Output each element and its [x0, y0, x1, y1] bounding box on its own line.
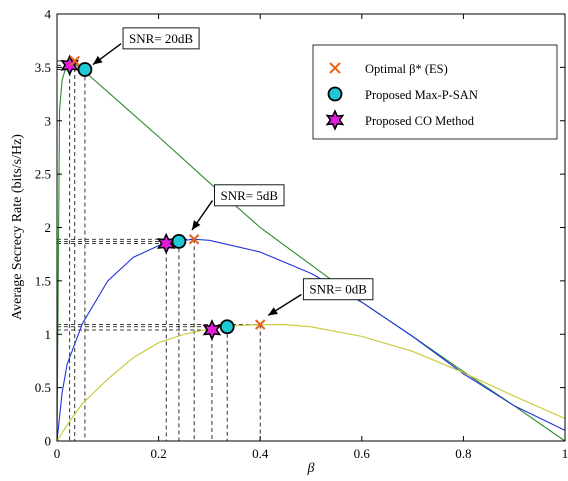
snr-annotation-0: SNR= 20dB [92, 27, 200, 66]
snr-annotations: SNR= 20dB SNR= 5dB SNR= 0dB [92, 27, 374, 316]
legend-swatch-co-method [325, 109, 345, 131]
y-tick-label: 1 [45, 327, 52, 342]
y-tick-label: 0.5 [35, 380, 51, 395]
axis-ticks: 0 0.2 0.4 0.6 0.8 1 0 0.5 1 1.5 2 2.5 3 3.5 4 [35, 7, 568, 462]
x-tick-label: 0.4 [252, 446, 269, 461]
y-tick-label: 0 [45, 434, 52, 449]
y-tick-label: 3 [45, 113, 52, 128]
co-method-marker [60, 54, 80, 77]
annotation-text: SNR= 5dB [220, 188, 278, 203]
optimal-es-marker [69, 55, 80, 67]
y-tick-label: 4 [45, 7, 52, 22]
x-axis-label: β [307, 461, 315, 476]
annotation-text: SNR= 0dB [309, 282, 367, 297]
legend-label-max-p-san: Proposed Max-P-SAN [365, 88, 478, 102]
y-tick-label: 3.5 [35, 60, 51, 75]
max-p-san-marker [77, 62, 93, 77]
annotation-box [302, 278, 374, 301]
annotation-arrowhead [268, 307, 278, 316]
y-tick-label: 2.5 [35, 167, 51, 182]
optimal-es-marker [188, 234, 200, 245]
series-line-2 [56, 324, 566, 442]
data-markers [60, 54, 266, 341]
legend-label-optimal: Optimal β* (ES) [365, 62, 448, 76]
snr-annotation-1: SNR= 5dB [191, 184, 285, 231]
dashed-guide-lines [57, 60, 261, 441]
y-axis-label: Average Secrecy Rate (bits/s/Hz) [10, 134, 25, 320]
legend-swatch-max-p-san [327, 86, 343, 102]
annotation-box [122, 27, 200, 50]
x-tick-label: 0.2 [150, 446, 166, 461]
legend-swatch-optimal [329, 62, 341, 74]
snr-annotation-2: SNR= 0dB [267, 278, 374, 316]
x-tick-label: 0 [54, 446, 61, 461]
co-method-marker [202, 319, 222, 341]
annotation-arrowhead [92, 55, 103, 65]
y-tick-label: 1.5 [35, 273, 51, 288]
x-tick-label: 1 [562, 446, 568, 461]
annotation-arrowhead [192, 220, 201, 230]
legend-box [312, 44, 558, 140]
annotation-text: SNR= 20dB [129, 31, 193, 46]
x-tick-label: 0.8 [455, 446, 471, 461]
series-line-0 [56, 61, 566, 442]
max-p-san-marker [171, 233, 187, 249]
legend: Optimal β* (ES) Proposed Max-P-SAN Propo… [312, 44, 558, 140]
legend-label-co-method: Proposed CO Method [365, 114, 475, 128]
max-p-san-marker [219, 319, 235, 335]
x-tick-label: 0.6 [354, 446, 371, 461]
y-tick-label: 2 [45, 220, 52, 235]
optimal-es-marker [254, 319, 266, 330]
annotation-box [214, 184, 285, 207]
